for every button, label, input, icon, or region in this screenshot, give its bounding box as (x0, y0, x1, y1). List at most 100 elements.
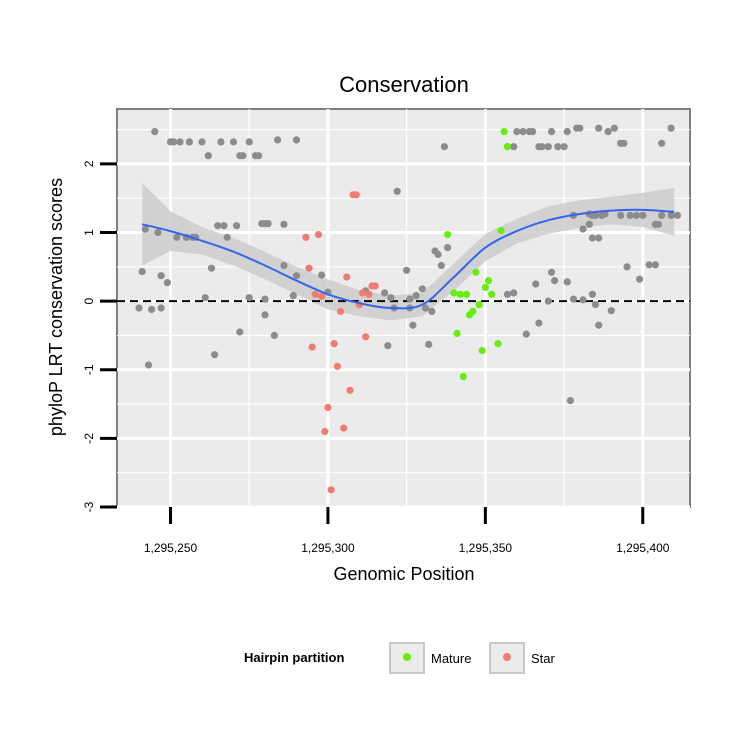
point-other (440, 143, 448, 151)
point-other (595, 321, 603, 329)
point-other (529, 128, 537, 136)
point-mature (450, 289, 458, 297)
point-other (626, 211, 634, 219)
legend-label-star: Star (531, 651, 556, 666)
point-other (554, 143, 562, 151)
point-star (340, 424, 348, 432)
point-other (588, 234, 597, 242)
point-other (591, 301, 600, 309)
point-other (595, 124, 603, 132)
point-other (418, 285, 426, 293)
point-other (601, 210, 609, 218)
point-other (387, 294, 395, 302)
point-star (308, 343, 316, 351)
x-tick-label: 1,295,300 (301, 541, 355, 555)
point-star (330, 340, 338, 348)
point-mature (444, 231, 452, 239)
point-other (532, 280, 540, 288)
point-other (667, 124, 675, 132)
point-other (148, 305, 156, 313)
confidence-band-group (142, 183, 675, 321)
point-other (223, 233, 231, 241)
point-other (503, 290, 511, 298)
point-star (305, 264, 313, 272)
point-other (667, 211, 675, 219)
point-other (270, 331, 278, 339)
point-mature (500, 128, 508, 136)
point-other (245, 294, 253, 302)
point-other (632, 211, 641, 219)
point-other (233, 222, 241, 230)
point-other (261, 311, 269, 319)
point-star (336, 307, 345, 315)
point-mature (456, 290, 464, 298)
point-star (321, 427, 329, 436)
point-other (280, 261, 288, 270)
y-tick-label: -1 (82, 364, 96, 375)
x-tick-label: 1,295,400 (616, 541, 670, 555)
legend-swatch-star (503, 653, 511, 661)
point-other (292, 136, 301, 144)
point-other (154, 228, 162, 237)
point-star (318, 292, 326, 300)
point-other (658, 211, 666, 219)
point-other (274, 136, 282, 144)
point-mature (488, 290, 496, 298)
point-star (324, 403, 332, 412)
point-other (513, 128, 521, 136)
point-other (220, 222, 228, 230)
point-other (261, 295, 269, 303)
point-other (157, 272, 165, 280)
smooth-line-group (141, 208, 675, 310)
point-other (211, 351, 219, 359)
point-other (636, 275, 644, 283)
point-other (566, 397, 575, 405)
point-other (403, 266, 411, 274)
point-other (569, 295, 578, 303)
y-tick-label: -3 (82, 501, 96, 512)
point-other (595, 234, 603, 242)
smooth-line (141, 208, 675, 310)
point-other (170, 138, 178, 146)
point-other (239, 152, 247, 160)
point-star (371, 282, 379, 290)
point-star (352, 191, 360, 199)
point-mature (472, 268, 480, 276)
legend-label-mature: Mature (431, 651, 471, 666)
point-other (563, 278, 571, 286)
point-other (654, 220, 663, 228)
point-other (547, 268, 556, 276)
point-mature (484, 277, 493, 285)
point-other (229, 138, 238, 146)
y-tick-label: 2 (82, 160, 96, 167)
point-other (255, 152, 263, 160)
point-other (384, 342, 392, 350)
point-other (519, 128, 527, 136)
point-other (563, 128, 571, 136)
point-star (311, 290, 319, 298)
point-other (522, 330, 530, 338)
point-star (359, 289, 367, 297)
point-other (207, 264, 216, 272)
point-other (185, 138, 193, 146)
point-other (585, 220, 593, 228)
point-other (163, 279, 171, 287)
x-axis: 1,295,250 1,295,300 1,295,350 1,295,400 (144, 507, 670, 555)
point-other (547, 128, 556, 136)
point-other (639, 211, 647, 219)
point-other (292, 272, 301, 280)
legend-swatch-mature (403, 653, 411, 661)
point-star (346, 386, 354, 394)
point-other (535, 319, 543, 327)
point-other (201, 294, 209, 302)
point-other (280, 220, 288, 228)
point-other (673, 211, 682, 219)
x-axis-title: Genomic Position (333, 564, 474, 584)
point-other (510, 143, 518, 151)
point-other (157, 304, 165, 312)
point-other (658, 139, 666, 147)
point-other (412, 292, 420, 300)
point-star (302, 233, 310, 241)
point-other (620, 139, 628, 147)
